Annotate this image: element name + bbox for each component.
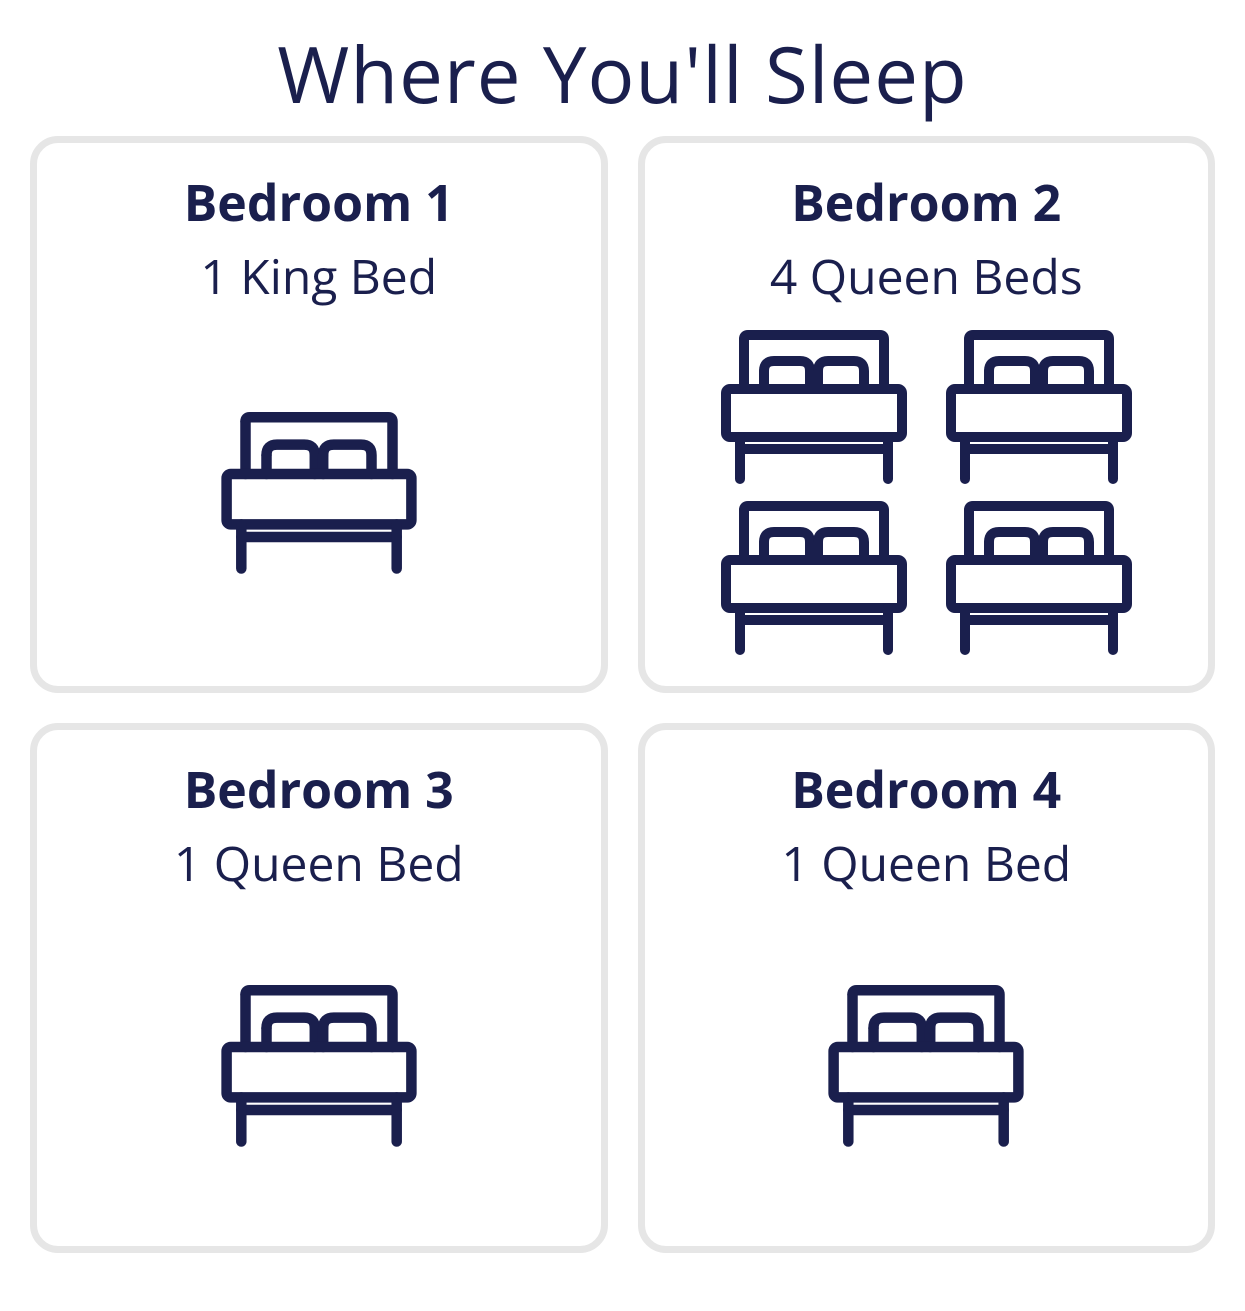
page-title: Where You'll Sleep [30, 20, 1215, 126]
room-card-1: Bedroom 1 1 King Bed [30, 136, 608, 693]
beds-area [665, 916, 1189, 1216]
bed-icon [821, 984, 1031, 1148]
beds-area [57, 916, 581, 1216]
beds-area [57, 329, 581, 656]
room-description: 1 Queen Bed [174, 831, 464, 896]
room-name: Bedroom 1 [184, 168, 454, 236]
room-description: 1 King Bed [200, 244, 437, 309]
room-name: Bedroom 2 [791, 168, 1061, 236]
room-card-2: Bedroom 2 4 Queen Beds [638, 136, 1216, 693]
room-description: 1 Queen Bed [781, 831, 1071, 896]
room-card-3: Bedroom 3 1 Queen Bed [30, 723, 608, 1253]
room-description: 4 Queen Beds [770, 244, 1083, 309]
rooms-grid: Bedroom 1 1 King Bed Bedroom 2 4 Queen B… [30, 136, 1215, 1253]
bed-icon [939, 329, 1139, 485]
bed-icon [714, 500, 914, 656]
bed-icon [214, 984, 424, 1148]
bed-icon [214, 411, 424, 575]
room-card-4: Bedroom 4 1 Queen Bed [638, 723, 1216, 1253]
bed-grid [714, 329, 1139, 656]
bed-icon [939, 500, 1139, 656]
room-name: Bedroom 3 [184, 755, 454, 823]
bed-icon [714, 329, 914, 485]
beds-area [665, 329, 1189, 656]
room-name: Bedroom 4 [791, 755, 1061, 823]
